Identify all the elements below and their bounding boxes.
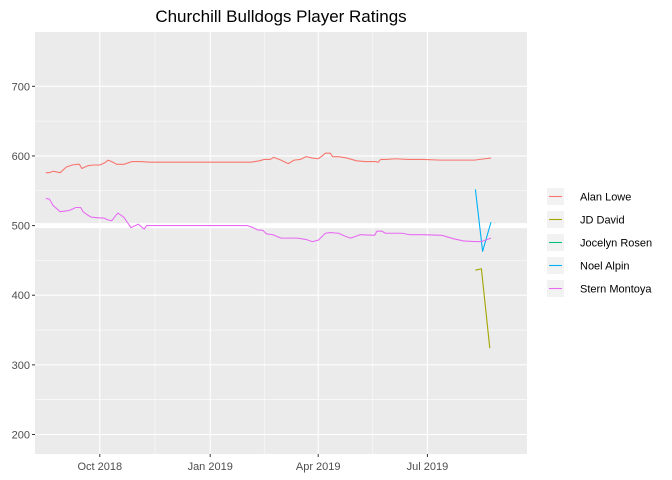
y-tick-label: 400 (12, 290, 30, 302)
y-tick-label: 300 (12, 360, 30, 372)
minor-gridlines (35, 32, 527, 454)
legend-label: JD David (580, 215, 625, 227)
series-line-stern-montoya (45, 197, 492, 243)
series-line-alan-lowe (45, 152, 492, 174)
legend-label: Jocelyn Rosen (580, 238, 652, 250)
x-axis: Oct 2018 Jan 2019 Apr 2019 Jul 2019 (77, 454, 448, 473)
y-axis: 200 300 400 500 600 700 (12, 81, 35, 442)
legend-item-jd-david: JD David (547, 211, 625, 228)
x-tick-label: Oct 2018 (77, 461, 122, 473)
x-tick-label: Jul 2019 (407, 461, 449, 473)
legend-label: Noel Alpin (580, 261, 630, 273)
legend-item-jocelyn-rosen: Jocelyn Rosen (547, 234, 652, 251)
legend-label: Stern Montoya (580, 284, 652, 296)
x-tick-label: Jan 2019 (188, 461, 233, 473)
legend-label: Alan Lowe (580, 192, 631, 204)
legend: Alan Lowe JD David Jocelyn Rosen Noel Alpin… (547, 188, 652, 297)
y-tick-label: 700 (12, 81, 30, 93)
legend-item-alan-lowe: Alan Lowe (547, 188, 631, 205)
x-tick-label: Apr 2019 (296, 461, 341, 473)
y-tick-label: 500 (12, 221, 30, 233)
series-lines (45, 152, 492, 349)
series-line-jd-david (475, 268, 491, 349)
y-tick-label: 200 (12, 430, 30, 442)
plot-panel (35, 32, 527, 454)
legend-item-noel-alpin: Noel Alpin (547, 257, 630, 274)
chart-title: Churchill Bulldogs Player Ratings (155, 7, 406, 26)
major-gridlines (35, 32, 527, 454)
series-line-noel-alpin (474, 189, 492, 252)
y-tick-label: 600 (12, 151, 30, 163)
legend-item-stern-montoya: Stern Montoya (547, 280, 652, 297)
